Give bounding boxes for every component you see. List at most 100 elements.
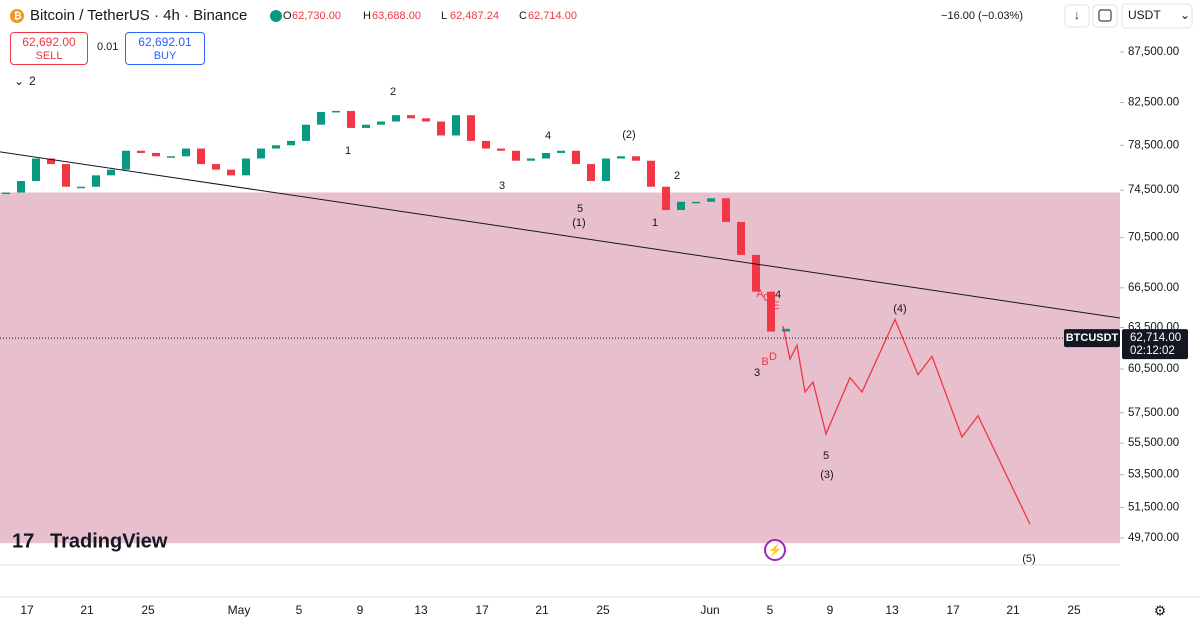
candle <box>647 160 655 187</box>
candle <box>617 156 625 159</box>
candle <box>587 164 595 182</box>
candle <box>377 121 385 125</box>
wave-label: (4) <box>893 303 906 315</box>
date-label: 13 <box>414 603 428 617</box>
candle <box>437 121 445 136</box>
date-label: 25 <box>596 603 610 617</box>
date-label: 21 <box>1006 603 1020 617</box>
date-label: 17 <box>20 603 34 617</box>
candle <box>737 221 745 255</box>
candle <box>347 110 355 128</box>
candle <box>467 115 475 141</box>
wave-label: 1 <box>652 217 658 229</box>
candle <box>302 124 310 141</box>
buy-button[interactable]: 62,692.01 BUY <box>125 32 205 65</box>
candle <box>782 328 790 332</box>
candle <box>662 186 670 211</box>
price-label: 51,500.00 <box>1128 501 1179 513</box>
candle <box>317 111 325 125</box>
wave-label: (3) <box>820 469 833 481</box>
wave-label: 2 <box>390 86 396 98</box>
market-status <box>270 10 282 22</box>
wave-label: E <box>772 300 779 312</box>
plot <box>0 110 1120 544</box>
wave-label: 1 <box>345 145 351 157</box>
candle <box>542 152 550 159</box>
download-icon: ↓ <box>1074 8 1080 22</box>
candle <box>707 198 715 202</box>
candle <box>227 169 235 176</box>
event-glyph: ⚡ <box>768 543 783 557</box>
candle <box>677 201 685 211</box>
candle <box>2 192 10 195</box>
wave-label: 2 <box>674 170 680 182</box>
date-label: 17 <box>475 603 489 617</box>
date-label: 21 <box>535 603 549 617</box>
date-label: 17 <box>946 603 960 617</box>
date-label: 9 <box>827 603 834 617</box>
date-label: 13 <box>885 603 899 617</box>
candle <box>257 148 265 159</box>
price-label: 57,500.00 <box>1128 407 1179 419</box>
candle <box>332 110 340 113</box>
dropdown-caret: ⌄ <box>1180 8 1190 22</box>
candle <box>722 198 730 222</box>
candle <box>752 254 760 292</box>
ohlc-key: L <box>441 10 447 22</box>
candle <box>452 115 460 136</box>
wave-label: 5 <box>577 203 583 215</box>
collapse-caret: ⌄ <box>14 74 24 88</box>
date-label: Jun <box>700 603 719 617</box>
candle <box>482 140 490 149</box>
wave-label: A <box>756 288 764 300</box>
price-label: 49,700.00 <box>1128 532 1179 544</box>
refresh-icon <box>1098 9 1112 22</box>
candle <box>92 175 100 187</box>
price-label: 70,500.00 <box>1128 232 1179 244</box>
candle <box>557 150 565 153</box>
candle <box>137 150 145 153</box>
date-label: May <box>228 603 251 617</box>
ohlc-value: 63,688.00 <box>372 10 421 22</box>
refresh-button[interactable] <box>1092 4 1118 28</box>
candle <box>392 115 400 122</box>
settings-icon[interactable]: ⚙ <box>1154 603 1167 619</box>
candle <box>362 124 370 128</box>
symbol-tag-bg <box>1064 329 1120 348</box>
date-label: 5 <box>767 603 774 617</box>
spread: 0.01 <box>97 41 119 53</box>
ohlc-key: C <box>519 10 527 22</box>
pink-zone <box>0 192 1120 544</box>
indicators-toggle[interactable]: 2 <box>29 74 36 88</box>
candle <box>167 156 175 158</box>
bitcoin-glyph: ₿ <box>14 10 22 22</box>
price-label: 53,500.00 <box>1128 469 1179 481</box>
last-price-bg <box>1122 329 1188 360</box>
price-label: 87,500.00 <box>1128 46 1179 58</box>
candle <box>152 152 160 157</box>
download-button[interactable] <box>1064 4 1090 28</box>
projection-path <box>782 317 1031 525</box>
price-label: 55,500.00 <box>1128 437 1179 449</box>
candle <box>512 150 520 161</box>
candle <box>107 169 115 176</box>
event-icon[interactable] <box>764 539 786 561</box>
last-price-label: 62,714.00 <box>1130 332 1181 344</box>
symbol-title: Bitcoin / TetherUS · 4h · Binance <box>30 7 247 24</box>
candle <box>32 158 40 182</box>
price-label: 78,500.00 <box>1128 139 1179 151</box>
wave-label: 4 <box>775 289 781 301</box>
price-label: 82,500.00 <box>1128 97 1179 109</box>
sell-button[interactable]: 62,692.00 SELL <box>10 32 88 65</box>
ohlc-key: H <box>363 10 371 22</box>
candle <box>47 158 55 165</box>
countdown: 02:12:02 <box>1130 345 1175 357</box>
price-label: 66,500.00 <box>1128 282 1179 294</box>
currency-select[interactable] <box>1121 3 1193 29</box>
date-label: 21 <box>80 603 94 617</box>
sell-label: SELL <box>35 50 63 62</box>
candle <box>122 150 130 170</box>
price-axis-bg <box>1120 0 1200 628</box>
